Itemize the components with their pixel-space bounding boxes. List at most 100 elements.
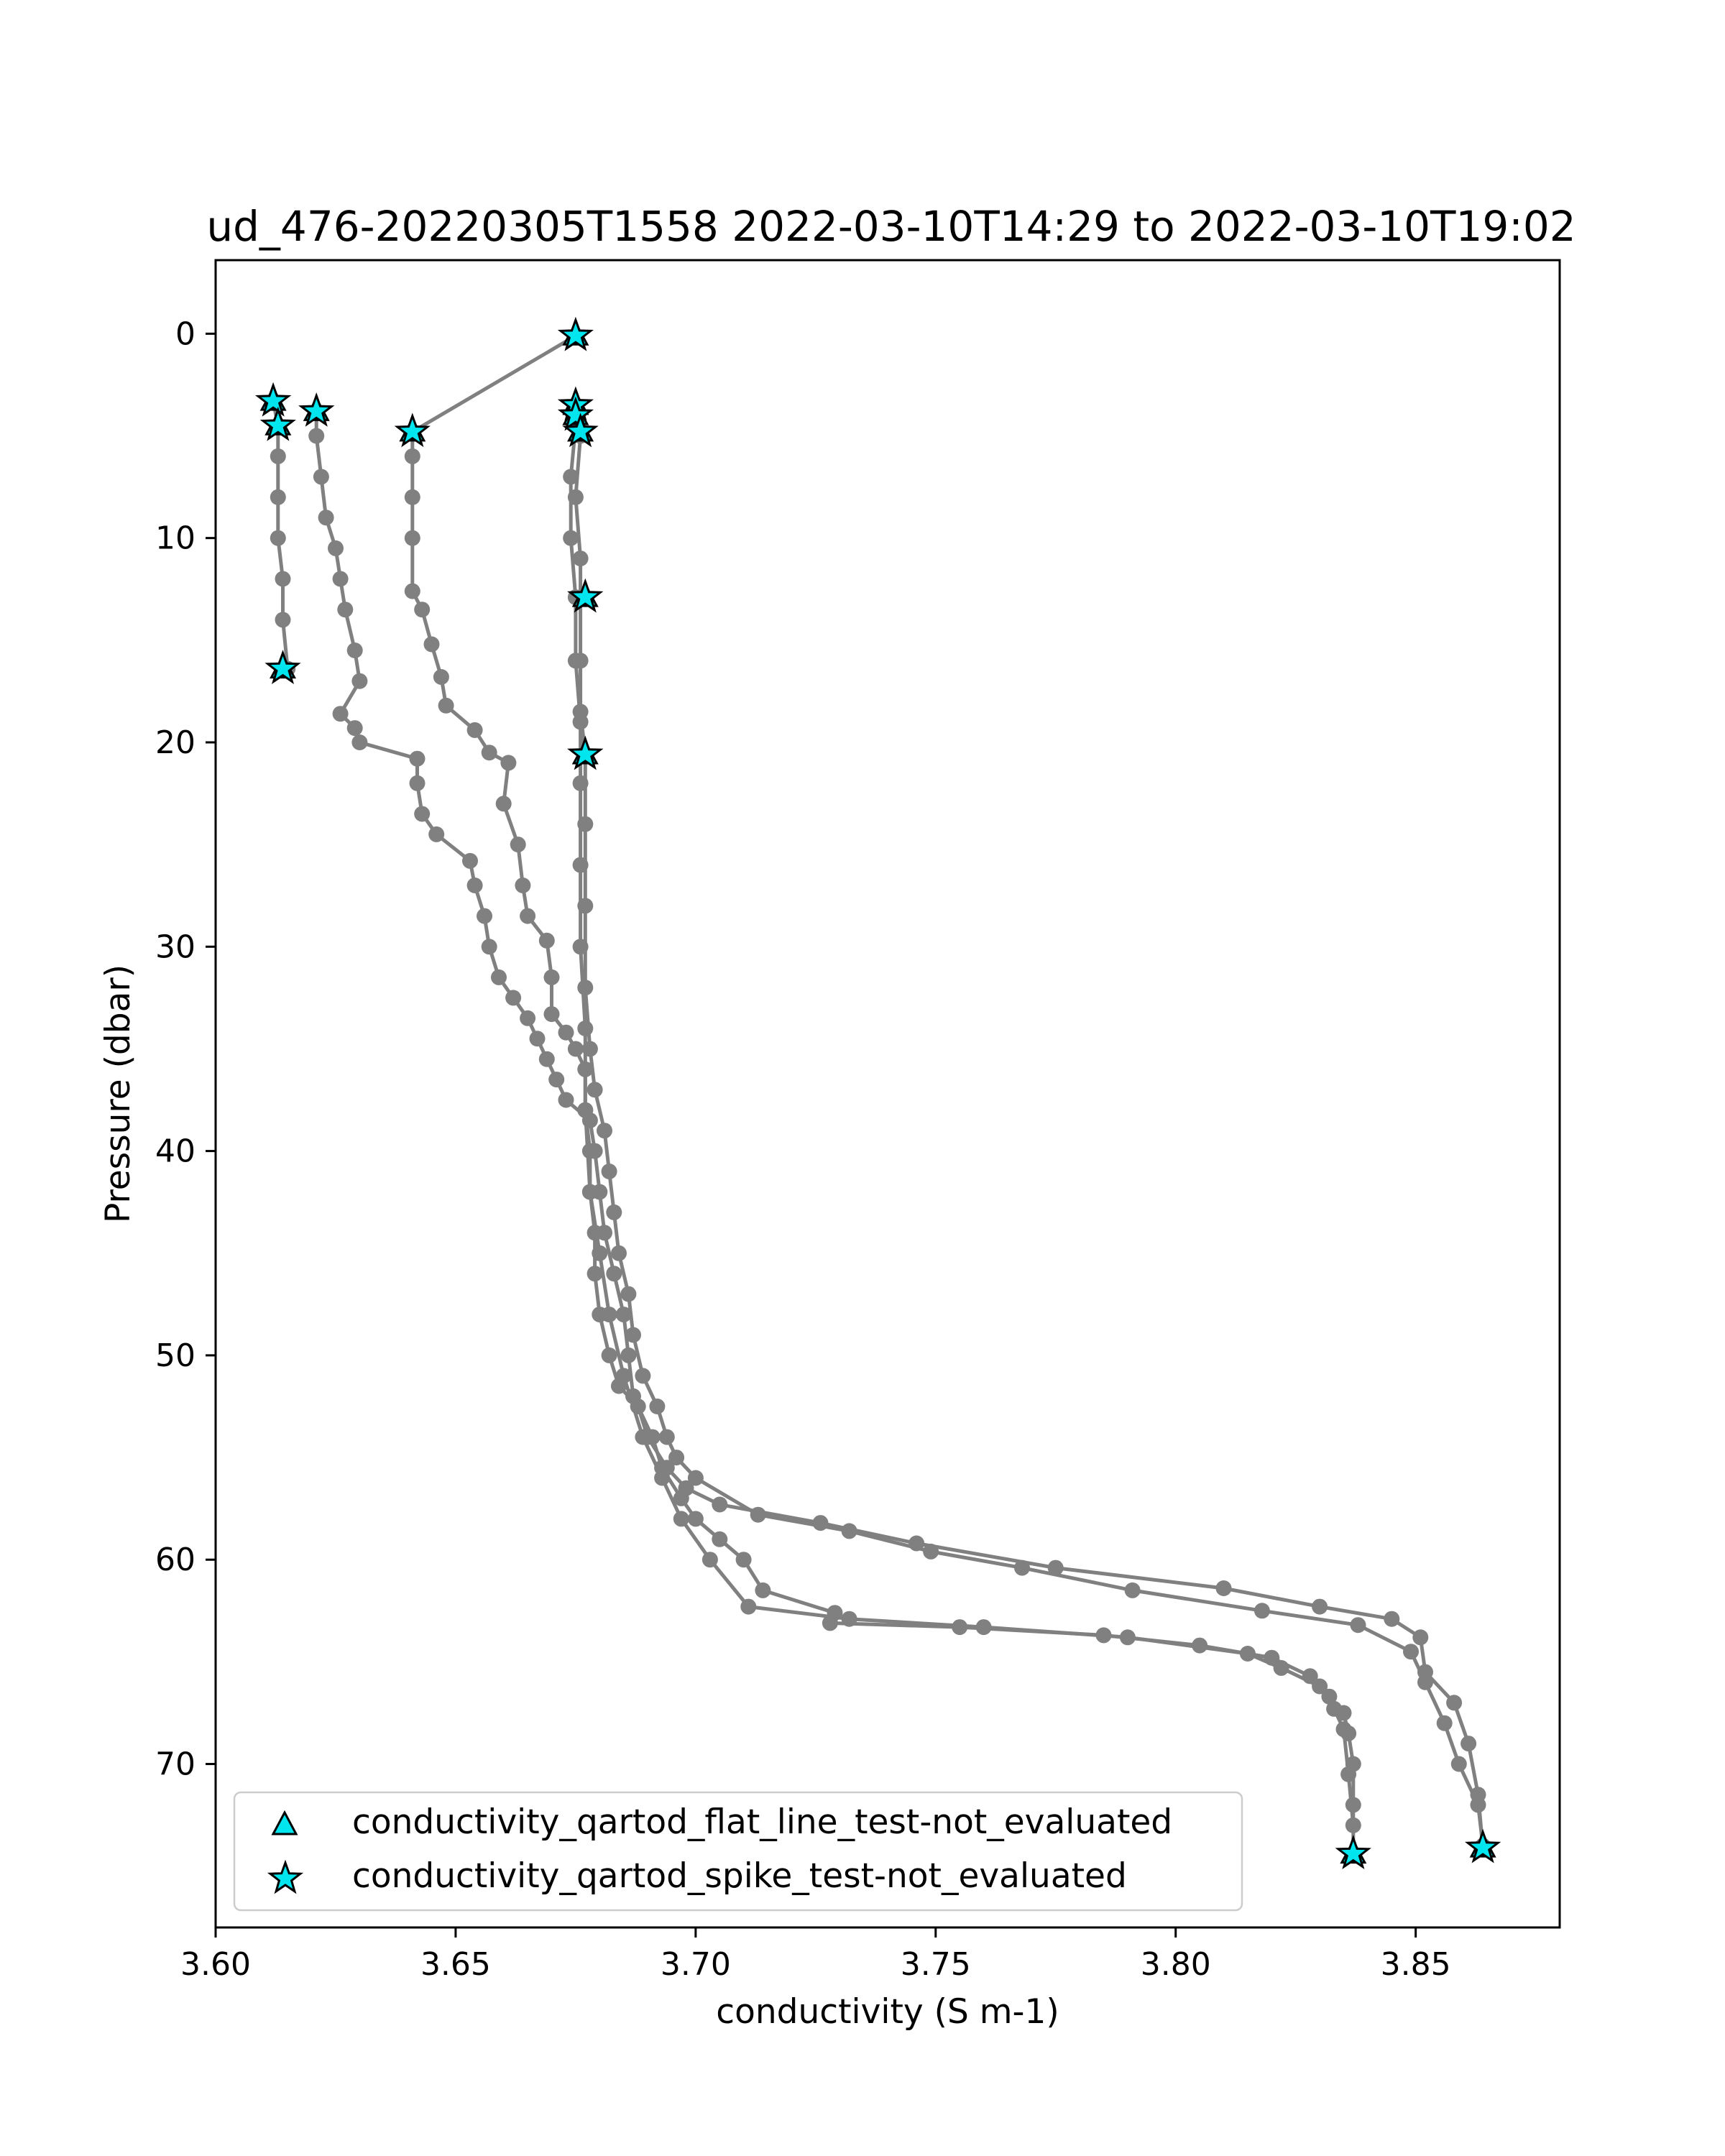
data-point [673, 1490, 689, 1506]
spike-flag-marker [567, 578, 604, 613]
x-axis: 3.60 3.65 3.70 3.75 3.80 3.85 [180, 1927, 1451, 1983]
data-point [538, 932, 555, 949]
data-point [275, 571, 291, 587]
data-point [351, 673, 368, 689]
data-point [328, 540, 344, 556]
data-point [1345, 1817, 1361, 1833]
data-point [477, 908, 492, 924]
data-point [1124, 1582, 1141, 1598]
data-point [625, 1327, 641, 1343]
data-point [581, 1184, 598, 1200]
data-point [606, 1204, 622, 1220]
spike-flag-marker [254, 382, 292, 417]
y-tick-label: 70 [155, 1746, 196, 1783]
data-point [1014, 1560, 1030, 1576]
data-point [572, 714, 589, 730]
data-point [577, 1021, 594, 1036]
data-point [466, 722, 483, 738]
data-point [1450, 1756, 1467, 1772]
spike-flag-marker [259, 406, 296, 441]
data-point [275, 612, 291, 628]
y-tick-label: 50 [155, 1337, 196, 1374]
data-point [563, 530, 579, 546]
data-point [1312, 1598, 1328, 1615]
data-point [586, 1266, 603, 1282]
data-point [563, 469, 579, 485]
data-point [735, 1552, 752, 1568]
spike-flag-marker [562, 413, 599, 448]
data-point [755, 1582, 771, 1598]
legend-triangle-icon [271, 1810, 298, 1835]
data-point [668, 1450, 685, 1466]
data-point [1215, 1580, 1232, 1596]
data-point [558, 1092, 574, 1108]
data-point [538, 1051, 555, 1067]
data-point [702, 1552, 718, 1568]
data-point [414, 806, 431, 822]
data-point [1312, 1678, 1328, 1695]
data-point [592, 1245, 608, 1261]
data-point [270, 489, 286, 505]
data-point [740, 1598, 757, 1615]
data-point [515, 877, 531, 893]
data-point [404, 530, 420, 546]
data-point [923, 1543, 939, 1560]
spike-flag-marker [557, 396, 594, 431]
data-point [1417, 1674, 1433, 1690]
data-point [404, 489, 420, 505]
spike-flag-marker [394, 413, 431, 448]
y-tick-label: 60 [155, 1542, 196, 1578]
data-point [635, 1368, 651, 1384]
data-point [1254, 1603, 1270, 1619]
data-point [975, 1619, 992, 1636]
data-point [712, 1496, 728, 1513]
data-point [529, 1031, 546, 1047]
y-tick-label: 0 [175, 315, 196, 352]
spike-flag-marker [298, 392, 335, 427]
data-point [841, 1611, 857, 1627]
x-tick-label: 3.85 [1381, 1946, 1451, 1983]
data-point [1403, 1644, 1419, 1660]
data-point [611, 1245, 627, 1261]
y-axis: 0 10 20 30 40 50 60 70 [155, 315, 216, 1783]
data-point [558, 1024, 574, 1041]
data-point [1335, 1721, 1352, 1738]
data-point [313, 469, 329, 485]
data-point [687, 1470, 704, 1486]
data-point [491, 969, 507, 985]
data-point [572, 857, 589, 873]
data-point [438, 697, 454, 714]
data-point [615, 1307, 632, 1323]
data-point [597, 1123, 612, 1139]
data-point [500, 755, 517, 771]
data-point [404, 583, 420, 599]
data-point [1436, 1715, 1453, 1731]
data-point [577, 980, 594, 996]
data-point [586, 1082, 603, 1098]
data-point [462, 852, 478, 869]
data-point [601, 1347, 617, 1363]
data-point [841, 1523, 857, 1539]
y-tick-label: 20 [155, 724, 196, 761]
data-point [1446, 1695, 1463, 1711]
data-point [495, 796, 512, 812]
data-point [520, 908, 536, 924]
data-point [822, 1615, 838, 1631]
data-point [1239, 1646, 1256, 1662]
data-point [601, 1307, 617, 1323]
legend-entry-spike: conductivity_qartod_spike_test-not_evalu… [352, 1856, 1127, 1896]
data-point [337, 602, 354, 618]
legend-star-icon [267, 1859, 304, 1894]
data-point [1412, 1629, 1429, 1646]
data-point [606, 1266, 622, 1282]
data-point [1047, 1560, 1064, 1576]
data-point [658, 1429, 675, 1445]
data-point [567, 1041, 584, 1057]
data-point [543, 969, 560, 985]
data-point [351, 734, 368, 750]
data-point [750, 1506, 766, 1523]
data-point [620, 1286, 637, 1302]
x-tick-label: 3.60 [180, 1946, 251, 1983]
y-axis-label: Pressure (dbar) [98, 964, 138, 1223]
y-tick-label: 40 [155, 1133, 196, 1170]
